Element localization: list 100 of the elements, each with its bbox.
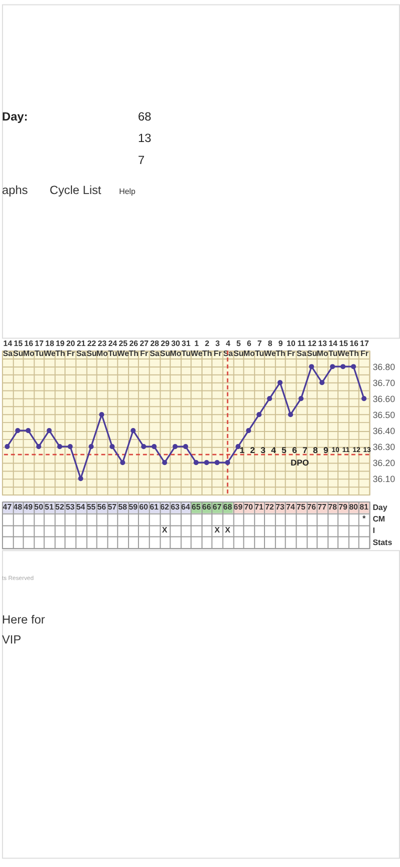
point bbox=[319, 380, 325, 386]
text: aphs bbox=[2, 182, 28, 197]
x-tick-label: 14 Sa bbox=[2, 339, 14, 358]
point bbox=[120, 460, 126, 466]
x-tick-label: 2 Th bbox=[202, 339, 212, 358]
point bbox=[152, 444, 157, 450]
x-tick-label: 8 We bbox=[264, 339, 277, 358]
x-tick-label: 22 Su bbox=[86, 339, 97, 358]
point bbox=[330, 364, 336, 370]
point bbox=[194, 460, 199, 466]
x-tick-label: 7 Tu bbox=[255, 339, 264, 358]
text: * bbox=[362, 514, 366, 523]
text: 81 bbox=[360, 502, 368, 512]
text: 7 bbox=[138, 153, 145, 167]
x-tick-label: 9 Th bbox=[276, 339, 286, 358]
x-tick-label: 15 Su bbox=[13, 339, 24, 358]
point bbox=[78, 476, 84, 482]
x-tick-label: 29 Su bbox=[160, 339, 170, 358]
x-tick-label: 30 Mo bbox=[170, 339, 182, 358]
x-tick-label: 17 Tu bbox=[34, 339, 44, 358]
text: Here for VIP bbox=[2, 612, 46, 646]
text: X bbox=[162, 526, 168, 535]
x-tick-label: 12 Su bbox=[306, 339, 318, 358]
point bbox=[130, 428, 136, 434]
point bbox=[288, 412, 294, 418]
point bbox=[214, 460, 220, 466]
y-tick-label: 36.60 bbox=[372, 394, 396, 404]
point bbox=[15, 428, 20, 434]
text: 62 bbox=[160, 502, 170, 512]
annotation: 1 2 3 4 5 6 7 8 9 bbox=[239, 446, 329, 456]
x-tick-label: 25 We bbox=[117, 339, 130, 358]
x-tick-label: 17 Fr bbox=[360, 339, 370, 358]
text: 70 bbox=[244, 502, 253, 512]
annotation: 68 bbox=[223, 502, 233, 512]
point bbox=[88, 444, 94, 450]
text: 60 bbox=[139, 502, 148, 512]
text: 51 bbox=[44, 502, 54, 512]
x-tick-label: 24 Tu bbox=[108, 339, 118, 358]
point bbox=[204, 460, 210, 466]
y-tick-label: 36.20 bbox=[372, 458, 396, 468]
point bbox=[246, 428, 252, 434]
text: 69 bbox=[234, 502, 242, 512]
point bbox=[361, 396, 367, 402]
text: Cycle List bbox=[50, 182, 102, 197]
x-tick-label: 5 Su bbox=[233, 339, 244, 358]
x-tick-label: 27 Fr bbox=[140, 339, 150, 358]
text: 65 bbox=[192, 502, 201, 512]
text: 49 bbox=[24, 502, 33, 512]
point bbox=[225, 460, 230, 466]
x-tick-label: 26 Th bbox=[128, 339, 139, 358]
y-tick-label: 36.80 bbox=[372, 362, 396, 372]
text: 48 bbox=[13, 502, 22, 512]
text: 52 bbox=[55, 502, 64, 512]
text: 57 bbox=[108, 502, 117, 512]
point bbox=[99, 412, 104, 418]
point bbox=[183, 444, 188, 450]
point bbox=[350, 364, 356, 370]
point bbox=[57, 444, 62, 450]
text: 80 bbox=[349, 502, 358, 512]
text: 78 bbox=[328, 502, 337, 512]
point bbox=[4, 444, 10, 450]
point bbox=[162, 460, 168, 466]
y-tick-label: 36.40 bbox=[372, 426, 396, 436]
text: 61 bbox=[150, 502, 159, 512]
x-tick-label: 31 Tu bbox=[182, 339, 192, 358]
point bbox=[298, 396, 304, 402]
point bbox=[46, 428, 52, 434]
text: 58 bbox=[118, 502, 128, 512]
x-tick-label: 15 We bbox=[338, 339, 350, 358]
text: 72 bbox=[265, 502, 274, 512]
x-tick-label: 14 Tu bbox=[328, 339, 338, 358]
text: 54 bbox=[76, 502, 86, 512]
point bbox=[36, 444, 42, 450]
text: 63 bbox=[170, 502, 180, 512]
y-tick-label: Stats bbox=[372, 538, 393, 547]
point bbox=[267, 396, 272, 402]
text: 50 bbox=[34, 502, 44, 512]
point bbox=[110, 444, 115, 450]
x-tick-label: 3 Fr bbox=[214, 339, 222, 358]
text: 55 bbox=[86, 502, 96, 512]
y-tick-label: 36.30 bbox=[372, 442, 396, 452]
x-tick-label: 18 We bbox=[44, 339, 56, 358]
text: 67 bbox=[212, 502, 222, 512]
text: 71 bbox=[254, 502, 264, 512]
x-tick-label: 11 Sa bbox=[296, 339, 307, 358]
y-tick-label: I bbox=[372, 526, 375, 536]
text: 53 bbox=[66, 502, 75, 512]
text: 13 bbox=[138, 131, 152, 146]
text: 73 bbox=[276, 502, 284, 512]
point bbox=[236, 444, 241, 450]
text: Day: bbox=[2, 109, 28, 124]
point bbox=[26, 428, 31, 434]
text: 68 bbox=[138, 109, 152, 124]
y-tick-label: 36.50 bbox=[372, 410, 396, 420]
text: 56 bbox=[97, 502, 106, 512]
point bbox=[141, 444, 146, 450]
text: 74 bbox=[286, 502, 295, 512]
x-tick-label: 28 Sa bbox=[150, 339, 160, 358]
x-tick-label: 21 Sa bbox=[76, 339, 87, 358]
point bbox=[256, 412, 262, 418]
